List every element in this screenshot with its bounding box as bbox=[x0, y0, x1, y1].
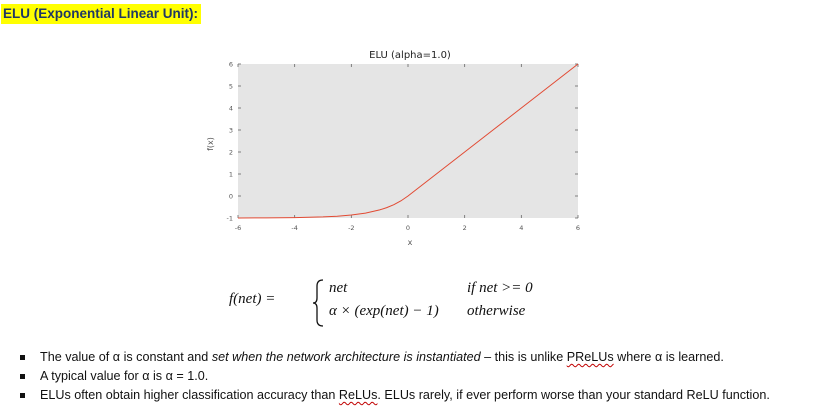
x-tick-label: -6 bbox=[235, 224, 241, 232]
left-brace bbox=[312, 279, 324, 327]
bullet-list: The value of α is constant and set when … bbox=[20, 348, 770, 405]
chart-title: ELU (alpha=1.0) bbox=[369, 50, 451, 61]
plot-area bbox=[238, 64, 578, 218]
x-tick-label: 4 bbox=[519, 224, 523, 232]
x-tick-label: 6 bbox=[576, 224, 580, 232]
elu-chart: -6 -4 -2 0 2 4 6 -1 0 1 2 3 4 5 6 ELU (alpha=1.0) x f(… bbox=[206, 50, 581, 247]
list-item: ELUs often obtain higher classification … bbox=[20, 386, 770, 405]
emphasis-text: set when the network architecture is ins… bbox=[211, 350, 481, 364]
x-tick-label: 2 bbox=[463, 224, 467, 232]
section-heading: ELU (Exponential Linear Unit): bbox=[1, 4, 202, 24]
spellcheck-word: ReLUs bbox=[338, 388, 378, 402]
case1-condition: if net >= 0 bbox=[467, 280, 533, 296]
y-tick-label: 6 bbox=[229, 61, 233, 69]
list-item: A typical value for α is α = 1.0. bbox=[20, 367, 770, 386]
case1-expression: net bbox=[329, 280, 348, 296]
y-tick-label: 5 bbox=[229, 83, 233, 91]
ticks-layer: -6 -4 -2 0 2 4 6 -1 0 1 2 3 4 5 6 bbox=[227, 61, 581, 233]
list-item: The value of α is constant and set when … bbox=[20, 348, 770, 367]
case2-expression: α × (exp(net) − 1) bbox=[329, 303, 439, 319]
y-axis-label: f(x) bbox=[206, 137, 215, 151]
x-tick-label: -4 bbox=[291, 224, 297, 232]
spellcheck-word: PReLUs bbox=[566, 350, 614, 364]
case2-condition: otherwise bbox=[467, 303, 526, 319]
y-tick-label: 3 bbox=[229, 127, 233, 135]
series-line-elu bbox=[237, 63, 579, 219]
y-tick-label: 0 bbox=[229, 193, 233, 201]
x-tick-label: 0 bbox=[406, 224, 410, 232]
y-tick-label: 4 bbox=[229, 105, 233, 113]
formula-lhs: f(net) = bbox=[229, 291, 276, 307]
x-tick-label: -2 bbox=[348, 224, 354, 232]
y-tick-label: 2 bbox=[229, 149, 233, 157]
y-tick-label: -1 bbox=[227, 215, 233, 223]
x-axis-label: x bbox=[408, 238, 413, 247]
y-tick-label: 1 bbox=[229, 171, 233, 179]
